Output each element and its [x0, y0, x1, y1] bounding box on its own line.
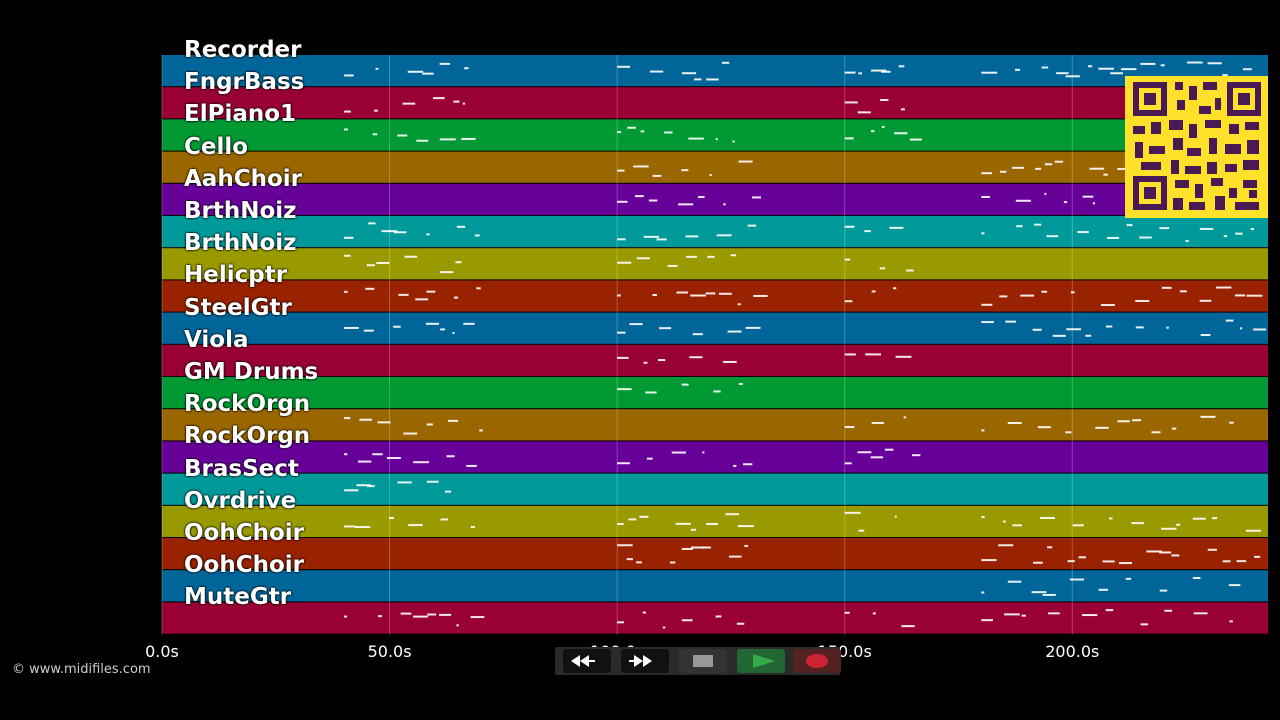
- track-label: FngrBass: [184, 69, 305, 96]
- track-label: Ovrdrive: [184, 487, 297, 514]
- qr-code: [1125, 76, 1268, 218]
- track-label: MuteGtr: [184, 584, 292, 611]
- track-label: SteelGtr: [184, 294, 292, 321]
- track-notes: [344, 609, 1233, 629]
- track-band: [162, 183, 1268, 215]
- track-band: [162, 248, 1268, 280]
- track-label: Helicptr: [184, 262, 288, 289]
- track-label: ElPiano1: [184, 101, 297, 128]
- track-label: GM Drums: [184, 359, 319, 385]
- track-band: [162, 151, 1268, 183]
- track-notes: [344, 254, 914, 274]
- track-band: [162, 119, 1268, 151]
- track-notes: [344, 286, 1263, 307]
- track-notes: [344, 448, 921, 467]
- rewind-button[interactable]: [563, 649, 611, 673]
- track-band: [162, 216, 1268, 248]
- track-label: AahChoir: [184, 165, 302, 192]
- fast-forward-icon: [629, 655, 652, 667]
- track-label: BrthNoiz: [184, 230, 297, 257]
- copyright-text: © www.midifiles.com: [12, 662, 151, 677]
- stop-icon: [693, 655, 713, 667]
- track-label: BrthNoiz: [184, 198, 297, 224]
- track-band: [162, 570, 1268, 602]
- track-band: [162, 441, 1268, 473]
- track-band: [162, 280, 1268, 312]
- track-notes: [981, 577, 1241, 596]
- track-notes: [617, 383, 743, 394]
- track-notes: [344, 61, 1252, 81]
- track-label: OohChoir: [184, 520, 305, 546]
- track-label: RockOrgn: [184, 391, 311, 418]
- track-band: [162, 602, 1268, 634]
- track-notes: [344, 97, 905, 114]
- track-label: OohChoir: [184, 552, 305, 579]
- record-button[interactable]: [793, 649, 841, 673]
- play-button[interactable]: [737, 649, 785, 673]
- transport-controls: [555, 647, 841, 675]
- fast-forward-button[interactable]: [621, 649, 669, 673]
- track-label: Viola: [184, 326, 249, 353]
- track-band: [162, 87, 1268, 119]
- tick-label: 50.0s: [367, 642, 412, 661]
- qr-code-image: [1133, 82, 1261, 210]
- track-label: Cello: [184, 133, 249, 160]
- stop-button[interactable]: [679, 649, 727, 673]
- track-notes: [344, 222, 1255, 242]
- track-notes: [344, 415, 1234, 435]
- track-label: RockOrgn: [184, 423, 311, 450]
- track-notes: [344, 125, 922, 143]
- rewind-icon: [571, 655, 595, 667]
- track-band: [162, 312, 1268, 344]
- track-band: [162, 55, 1268, 87]
- track-band: [162, 344, 1268, 376]
- track-notes: [344, 319, 1267, 337]
- track-band: [162, 473, 1268, 505]
- record-icon: [806, 654, 828, 668]
- track-band: [162, 505, 1268, 537]
- track-band: [162, 538, 1268, 570]
- play-icon: [753, 654, 775, 668]
- tick-label: 200.0s: [1045, 642, 1100, 661]
- tick-label: 0.0s: [145, 642, 179, 661]
- track-label: Recorder: [184, 37, 302, 63]
- track-band: [162, 409, 1268, 441]
- track-notes: [344, 480, 452, 493]
- track-notes: [617, 544, 1261, 565]
- track-band: [162, 377, 1268, 409]
- track-label: BrasSect: [184, 455, 299, 482]
- track-notes: [344, 511, 1261, 532]
- track-notes: [617, 353, 912, 364]
